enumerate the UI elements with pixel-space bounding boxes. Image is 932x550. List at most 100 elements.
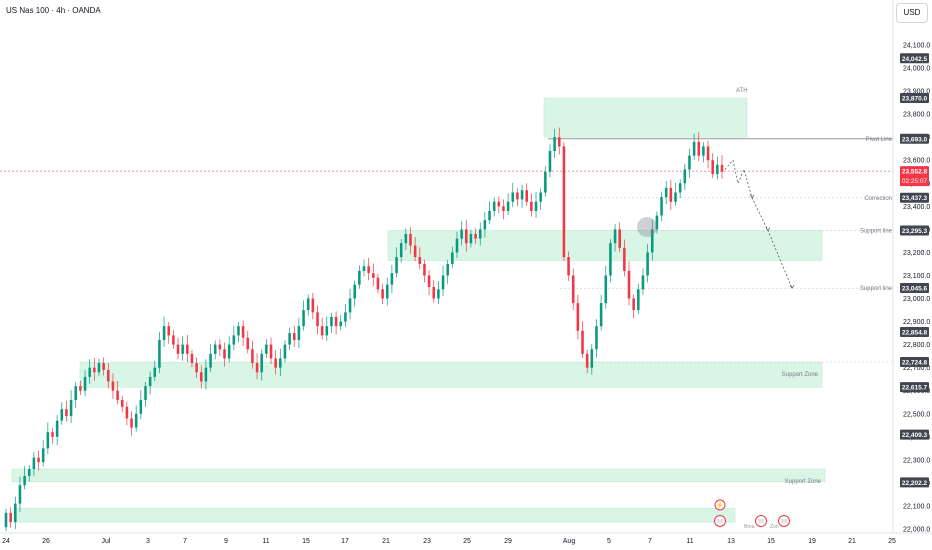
candle-body[interactable]: [367, 266, 370, 274]
candle-body[interactable]: [209, 353, 212, 368]
candle-body[interactable]: [144, 386, 147, 400]
candle-body[interactable]: [32, 457, 36, 470]
candle-body[interactable]: [27, 469, 31, 476]
candle-body[interactable]: [223, 349, 226, 359]
candle-body[interactable]: [646, 252, 649, 276]
candle-body[interactable]: [544, 171, 547, 193]
candle-body[interactable]: [492, 201, 496, 211]
candle-body[interactable]: [455, 238, 459, 253]
candle-body[interactable]: [664, 187, 668, 198]
candle-body[interactable]: [9, 512, 12, 523]
zone-rect[interactable]: [11, 468, 826, 483]
candle-body[interactable]: [506, 201, 510, 211]
candle-body[interactable]: [576, 303, 580, 331]
candle-body[interactable]: [176, 344, 180, 354]
candle-body[interactable]: [279, 358, 282, 368]
candle-body[interactable]: [390, 273, 394, 285]
candle-body[interactable]: [474, 233, 477, 239]
candle-body[interactable]: [125, 406, 129, 419]
candle-body[interactable]: [530, 201, 533, 211]
candle-body[interactable]: [227, 344, 231, 359]
candle-body[interactable]: [79, 386, 82, 391]
candle-body[interactable]: [60, 409, 64, 421]
candle-body[interactable]: [418, 257, 422, 264]
zone-rect[interactable]: [13, 508, 736, 523]
candle-body[interactable]: [465, 229, 468, 244]
candle-body[interactable]: [353, 284, 356, 299]
candle-body[interactable]: [97, 363, 101, 373]
candle-body[interactable]: [195, 363, 198, 373]
candle-body[interactable]: [334, 316, 338, 327]
candle-body[interactable]: [609, 243, 612, 276]
candle-body[interactable]: [362, 266, 366, 271]
candle-body[interactable]: [311, 298, 315, 313]
candle-body[interactable]: [571, 275, 575, 304]
candle-body[interactable]: [702, 146, 705, 156]
candle-body[interactable]: [525, 190, 529, 202]
candle-body[interactable]: [502, 206, 505, 211]
candle-body[interactable]: [395, 257, 398, 274]
candle-body[interactable]: [162, 326, 166, 341]
candle-body[interactable]: [204, 367, 208, 382]
zone-rect[interactable]: [79, 361, 823, 388]
zone-rect[interactable]: [387, 230, 823, 261]
candle-body[interactable]: [302, 310, 305, 327]
candle-body[interactable]: [88, 367, 91, 377]
candle-body[interactable]: [548, 151, 552, 172]
candle-body[interactable]: [678, 183, 682, 193]
candle-body[interactable]: [199, 372, 203, 382]
candle-body[interactable]: [460, 229, 463, 239]
candle-body[interactable]: [46, 432, 50, 449]
candle-body[interactable]: [650, 229, 654, 253]
candle-body[interactable]: [716, 164, 719, 175]
candle-body[interactable]: [51, 432, 54, 437]
candle-body[interactable]: [190, 353, 194, 364]
candle-body[interactable]: [213, 344, 217, 354]
price-axis[interactable]: [893, 0, 932, 550]
candle-body[interactable]: [711, 160, 714, 175]
candle-body[interactable]: [325, 326, 329, 336]
candle-body[interactable]: [539, 192, 542, 202]
candle-body[interactable]: [265, 344, 268, 354]
candle-body[interactable]: [581, 330, 584, 354]
time-axis[interactable]: [0, 533, 932, 550]
candle-body[interactable]: [65, 409, 68, 417]
candle-body[interactable]: [423, 263, 426, 276]
candle-body[interactable]: [14, 503, 17, 523]
candle-body[interactable]: [241, 326, 245, 338]
candle-body[interactable]: [632, 298, 635, 311]
candle-body[interactable]: [297, 326, 301, 341]
zone-rect[interactable]: [543, 97, 748, 138]
candle-body[interactable]: [218, 344, 222, 350]
candle-body[interactable]: [306, 298, 310, 311]
candle-body[interactable]: [613, 229, 617, 244]
candle-body[interactable]: [534, 201, 538, 211]
candle-body[interactable]: [385, 284, 389, 299]
candle-body[interactable]: [567, 257, 570, 276]
candle-body[interactable]: [283, 344, 287, 359]
candle-body[interactable]: [618, 229, 621, 248]
candle-body[interactable]: [688, 155, 691, 170]
candle-body[interactable]: [683, 169, 687, 184]
candle-body[interactable]: [692, 141, 696, 156]
candle-body[interactable]: [437, 289, 440, 299]
candle-body[interactable]: [344, 312, 347, 322]
candle-body[interactable]: [399, 243, 403, 258]
candle-body[interactable]: [590, 349, 594, 368]
candle-body[interactable]: [720, 164, 724, 172]
candle-body[interactable]: [139, 399, 143, 414]
candle-body[interactable]: [511, 192, 515, 202]
candle-body[interactable]: [167, 326, 171, 336]
candle-body[interactable]: [413, 245, 417, 258]
candle-body[interactable]: [478, 229, 482, 239]
candle-body[interactable]: [358, 270, 361, 285]
candle-body[interactable]: [451, 252, 454, 264]
candle-body[interactable]: [320, 326, 324, 336]
candle-body[interactable]: [488, 210, 491, 221]
candle-body[interactable]: [232, 335, 236, 345]
symbol-title[interactable]: US Nas 100 · 4h · OANDA: [6, 6, 101, 15]
candle-body[interactable]: [18, 485, 22, 504]
candle-body[interactable]: [260, 353, 263, 373]
candle-body[interactable]: [74, 386, 78, 400]
